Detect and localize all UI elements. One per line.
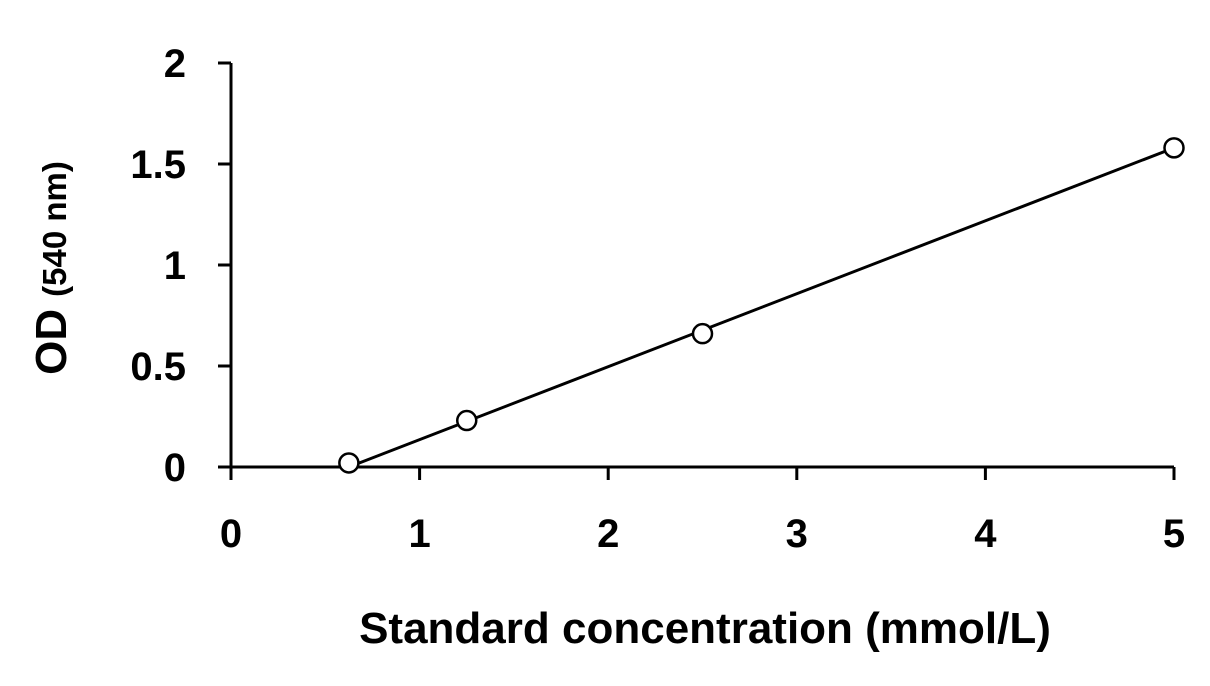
x-tick-group: 0 1 2 3 4 5 bbox=[220, 467, 1185, 556]
trendline-group bbox=[348, 146, 1175, 469]
y-tick-label: 0.5 bbox=[130, 345, 186, 389]
x-tick-label: 3 bbox=[786, 512, 808, 556]
x-axis-title: Standard concentration (mmol/L) bbox=[359, 604, 1051, 653]
data-point bbox=[338, 452, 360, 474]
y-tick-group: 0 0.5 1 1.5 2 bbox=[130, 42, 231, 490]
x-tick-label: 4 bbox=[974, 512, 997, 556]
y-tick-label: 0 bbox=[164, 446, 186, 490]
x-tick-label: 5 bbox=[1163, 512, 1185, 556]
x-tick-label: 2 bbox=[597, 512, 619, 556]
y-axis-title-main: OD bbox=[27, 309, 76, 375]
data-points-group bbox=[338, 137, 1185, 474]
data-point bbox=[691, 322, 714, 345]
y-tick-label: 1 bbox=[164, 244, 186, 288]
y-tick-label: 1.5 bbox=[130, 143, 186, 187]
y-tick-label: 2 bbox=[164, 42, 186, 86]
y-axis-title-unit: (540 nm) bbox=[36, 161, 73, 297]
data-point bbox=[456, 409, 478, 432]
data-point bbox=[1163, 137, 1185, 159]
x-tick-label: 0 bbox=[220, 512, 242, 556]
y-axis-title: OD (540 nm) bbox=[27, 161, 76, 375]
x-tick-label: 1 bbox=[408, 512, 430, 556]
trendline bbox=[348, 146, 1175, 469]
